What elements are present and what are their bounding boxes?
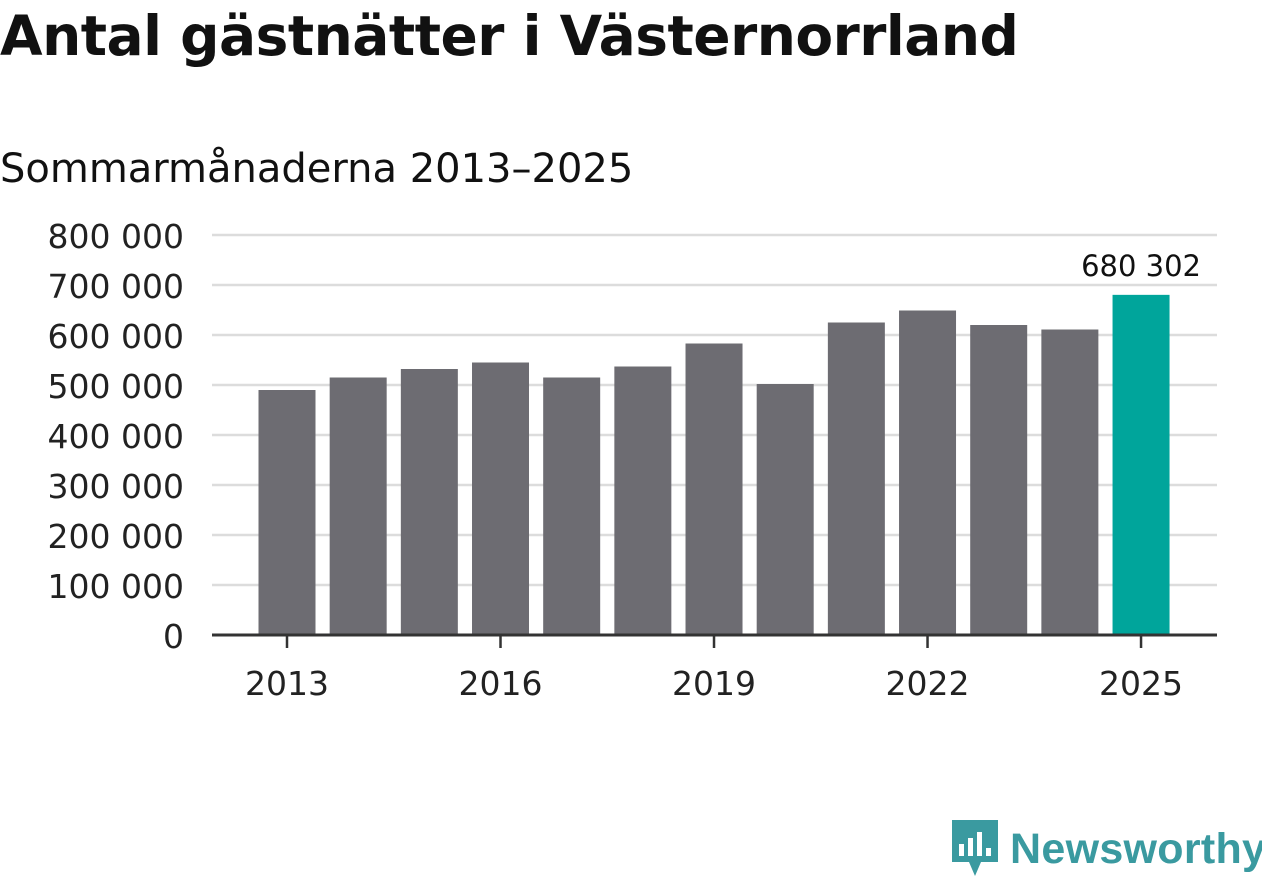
bar-2019 <box>685 343 743 635</box>
bar-2015 <box>400 369 458 635</box>
x-tick-label: 2019 <box>672 664 756 703</box>
newsworthy-logo-icon <box>952 820 998 876</box>
y-tick-label: 300 000 <box>48 467 184 506</box>
newsworthy-logo: Newsworthy <box>950 818 1262 880</box>
bar-2021 <box>827 322 885 635</box>
x-axis: 2013 2016 2019 2022 2025 <box>212 633 1217 703</box>
chart-subtitle: Sommarmånaderna 2013–2025 <box>0 146 634 192</box>
bar-2014 <box>329 377 387 635</box>
data-labels: 680 302 <box>1081 249 1201 283</box>
data-label: 680 302 <box>1081 249 1201 283</box>
bar-2020 <box>756 384 814 635</box>
bar-2024 <box>1041 329 1099 635</box>
bar-2016 <box>472 362 530 635</box>
y-tick-label: 200 000 <box>48 517 184 556</box>
bar-2025 <box>1112 294 1170 635</box>
y-tick-label: 700 000 <box>48 267 184 306</box>
y-axis-tick-labels: 0 100 000 200 000 300 000 400 000 500 000 600 … <box>48 217 184 656</box>
bar-2013 <box>258 390 316 635</box>
x-tick-label: 2016 <box>459 664 543 703</box>
y-tick-label: 600 000 <box>48 317 184 356</box>
x-tick-label: 2025 <box>1099 664 1183 703</box>
y-tick-label: 500 000 <box>48 367 184 406</box>
chart-title: Antal gästnätter i Västernorrland <box>0 4 1019 68</box>
logo-text: Newsworthy <box>1010 824 1262 873</box>
y-tick-label: 400 000 <box>48 417 184 456</box>
x-tick-label: 2022 <box>886 664 970 703</box>
bar-2018 <box>614 366 672 635</box>
bars <box>258 294 1170 635</box>
bar-2017 <box>543 377 601 635</box>
bar-2023 <box>970 325 1028 635</box>
bar-2022 <box>899 310 957 635</box>
y-tick-label: 800 000 <box>48 217 184 256</box>
x-tick-label: 2013 <box>245 664 329 703</box>
y-tick-label: 0 <box>163 617 184 656</box>
y-tick-label: 100 000 <box>48 567 184 606</box>
